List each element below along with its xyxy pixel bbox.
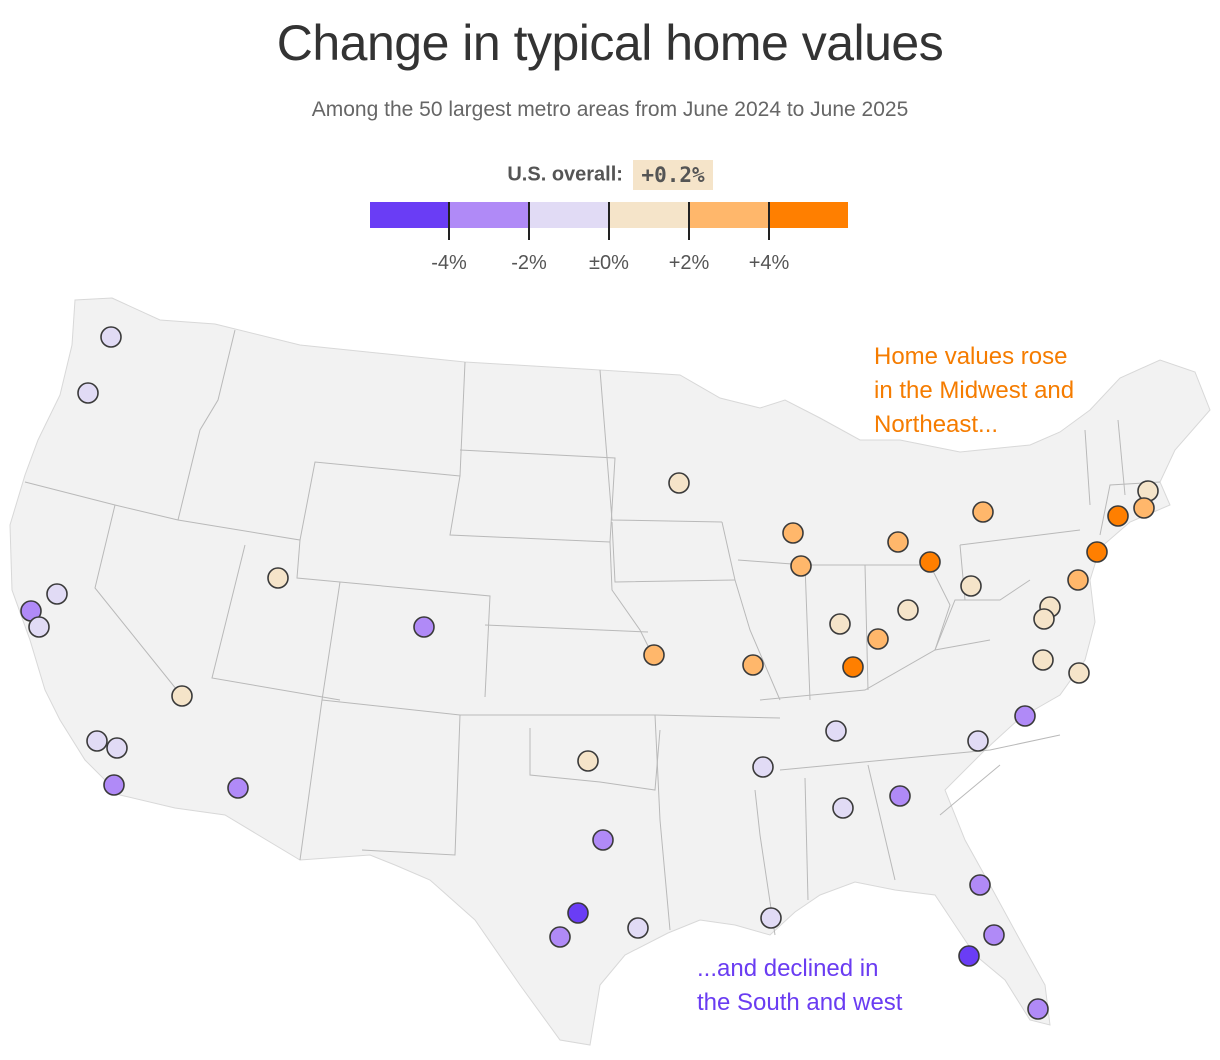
metro-marker — [1107, 505, 1129, 527]
metro-marker — [46, 583, 68, 605]
metro-marker — [1033, 608, 1055, 630]
annotation-line: Northeast... — [874, 411, 999, 438]
us-landmass — [9, 297, 1211, 1046]
annotation-rise: Home values rose in the Midwest and Nort… — [874, 340, 1074, 442]
legend-tick — [608, 202, 610, 240]
legend-tick — [688, 202, 690, 240]
metro-marker — [100, 326, 122, 348]
metro-marker — [825, 720, 847, 742]
chart-subtitle: Among the 50 largest metro areas from Ju… — [311, 98, 909, 121]
legend-tick — [768, 202, 770, 240]
metro-marker — [969, 874, 991, 896]
legend-tick-label: -2% — [511, 252, 547, 274]
metro-marker — [983, 924, 1005, 946]
metro-marker — [967, 730, 989, 752]
metro-marker — [1086, 541, 1108, 563]
metro-marker — [752, 756, 774, 778]
us-overall-label: U.S. overall: — [507, 163, 623, 186]
us-overall: U.S. overall: +0.2% — [0, 160, 1220, 190]
metro-marker — [28, 616, 50, 638]
metro-markers — [20, 326, 1159, 1020]
legend-swatch — [370, 202, 450, 228]
annotation-line: Home values rose — [874, 343, 1068, 370]
legend-swatch — [688, 202, 769, 228]
metro-marker — [742, 654, 764, 676]
legend-tick-label: +4% — [748, 252, 790, 274]
chart-title: Change in typical home values — [276, 15, 944, 71]
annotation-line: ...and declined in — [697, 955, 879, 982]
metro-marker — [958, 945, 980, 967]
metro-marker — [790, 555, 812, 577]
annotation-line: the South and west — [697, 989, 903, 1016]
us-overall-value: +0.2% — [633, 160, 713, 190]
metro-marker — [760, 907, 782, 929]
metro-marker — [832, 797, 854, 819]
metro-marker — [1068, 662, 1090, 684]
metro-marker — [77, 382, 99, 404]
legend-swatch — [609, 202, 689, 228]
metro-marker — [549, 926, 571, 948]
color-legend — [370, 202, 849, 228]
annotation-line: in the Midwest and — [874, 377, 1075, 404]
metro-marker — [960, 575, 982, 597]
metro-marker — [627, 917, 649, 939]
metro-marker — [1032, 649, 1054, 671]
metro-marker — [171, 685, 193, 707]
legend-tick-label: -4% — [431, 252, 467, 274]
metro-marker — [267, 567, 289, 589]
metro-marker — [1014, 705, 1036, 727]
state-borders — [24, 329, 1161, 936]
legend-tick — [448, 202, 450, 240]
metro-marker — [86, 730, 108, 752]
metro-marker — [668, 472, 690, 494]
metro-marker — [919, 551, 941, 573]
metro-marker — [829, 613, 851, 635]
metro-marker — [842, 656, 864, 678]
metro-marker — [1027, 998, 1049, 1020]
metro-marker — [897, 599, 919, 621]
metro-marker — [887, 531, 909, 553]
metro-marker — [567, 902, 589, 924]
metro-marker — [643, 644, 665, 666]
metro-marker — [782, 522, 804, 544]
legend-swatch — [529, 202, 610, 228]
metro-marker — [972, 501, 994, 523]
metro-marker — [889, 785, 911, 807]
legend-swatch — [768, 202, 849, 228]
legend-tick-label: +2% — [668, 252, 710, 274]
metro-marker — [103, 774, 125, 796]
metro-marker — [1133, 497, 1155, 519]
metro-marker — [106, 737, 128, 759]
legend-swatch — [449, 202, 530, 228]
metro-marker — [577, 750, 599, 772]
us-map — [9, 297, 1211, 1046]
legend-tick-label: ±0% — [589, 252, 629, 274]
metro-marker — [413, 616, 435, 638]
annotation-decline: ...and declined in the South and west — [697, 952, 902, 1020]
metro-marker — [227, 777, 249, 799]
legend-tick — [528, 202, 530, 240]
metro-marker — [1067, 569, 1089, 591]
metro-marker — [867, 628, 889, 650]
metro-marker — [592, 829, 614, 851]
